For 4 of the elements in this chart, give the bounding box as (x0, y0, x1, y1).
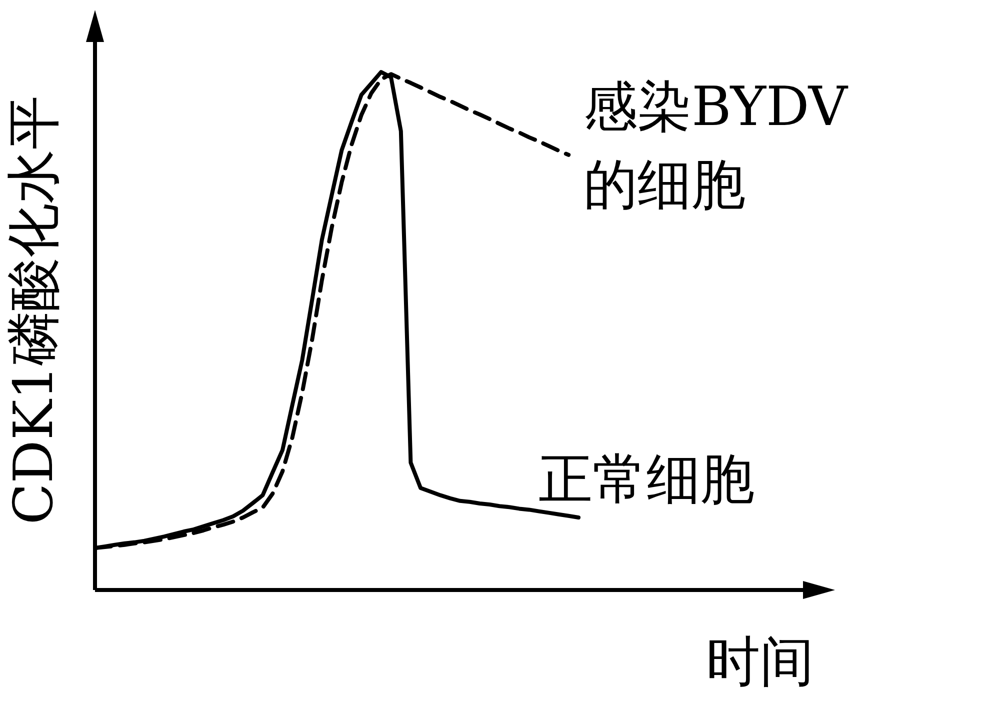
series-label: 正常细胞 (538, 447, 754, 510)
series-label: 感染BYDV的细胞 (584, 74, 848, 216)
x-axis-title: 时间 (706, 630, 814, 693)
y-axis-title: CDK1磷酸化水平 (2, 95, 65, 525)
